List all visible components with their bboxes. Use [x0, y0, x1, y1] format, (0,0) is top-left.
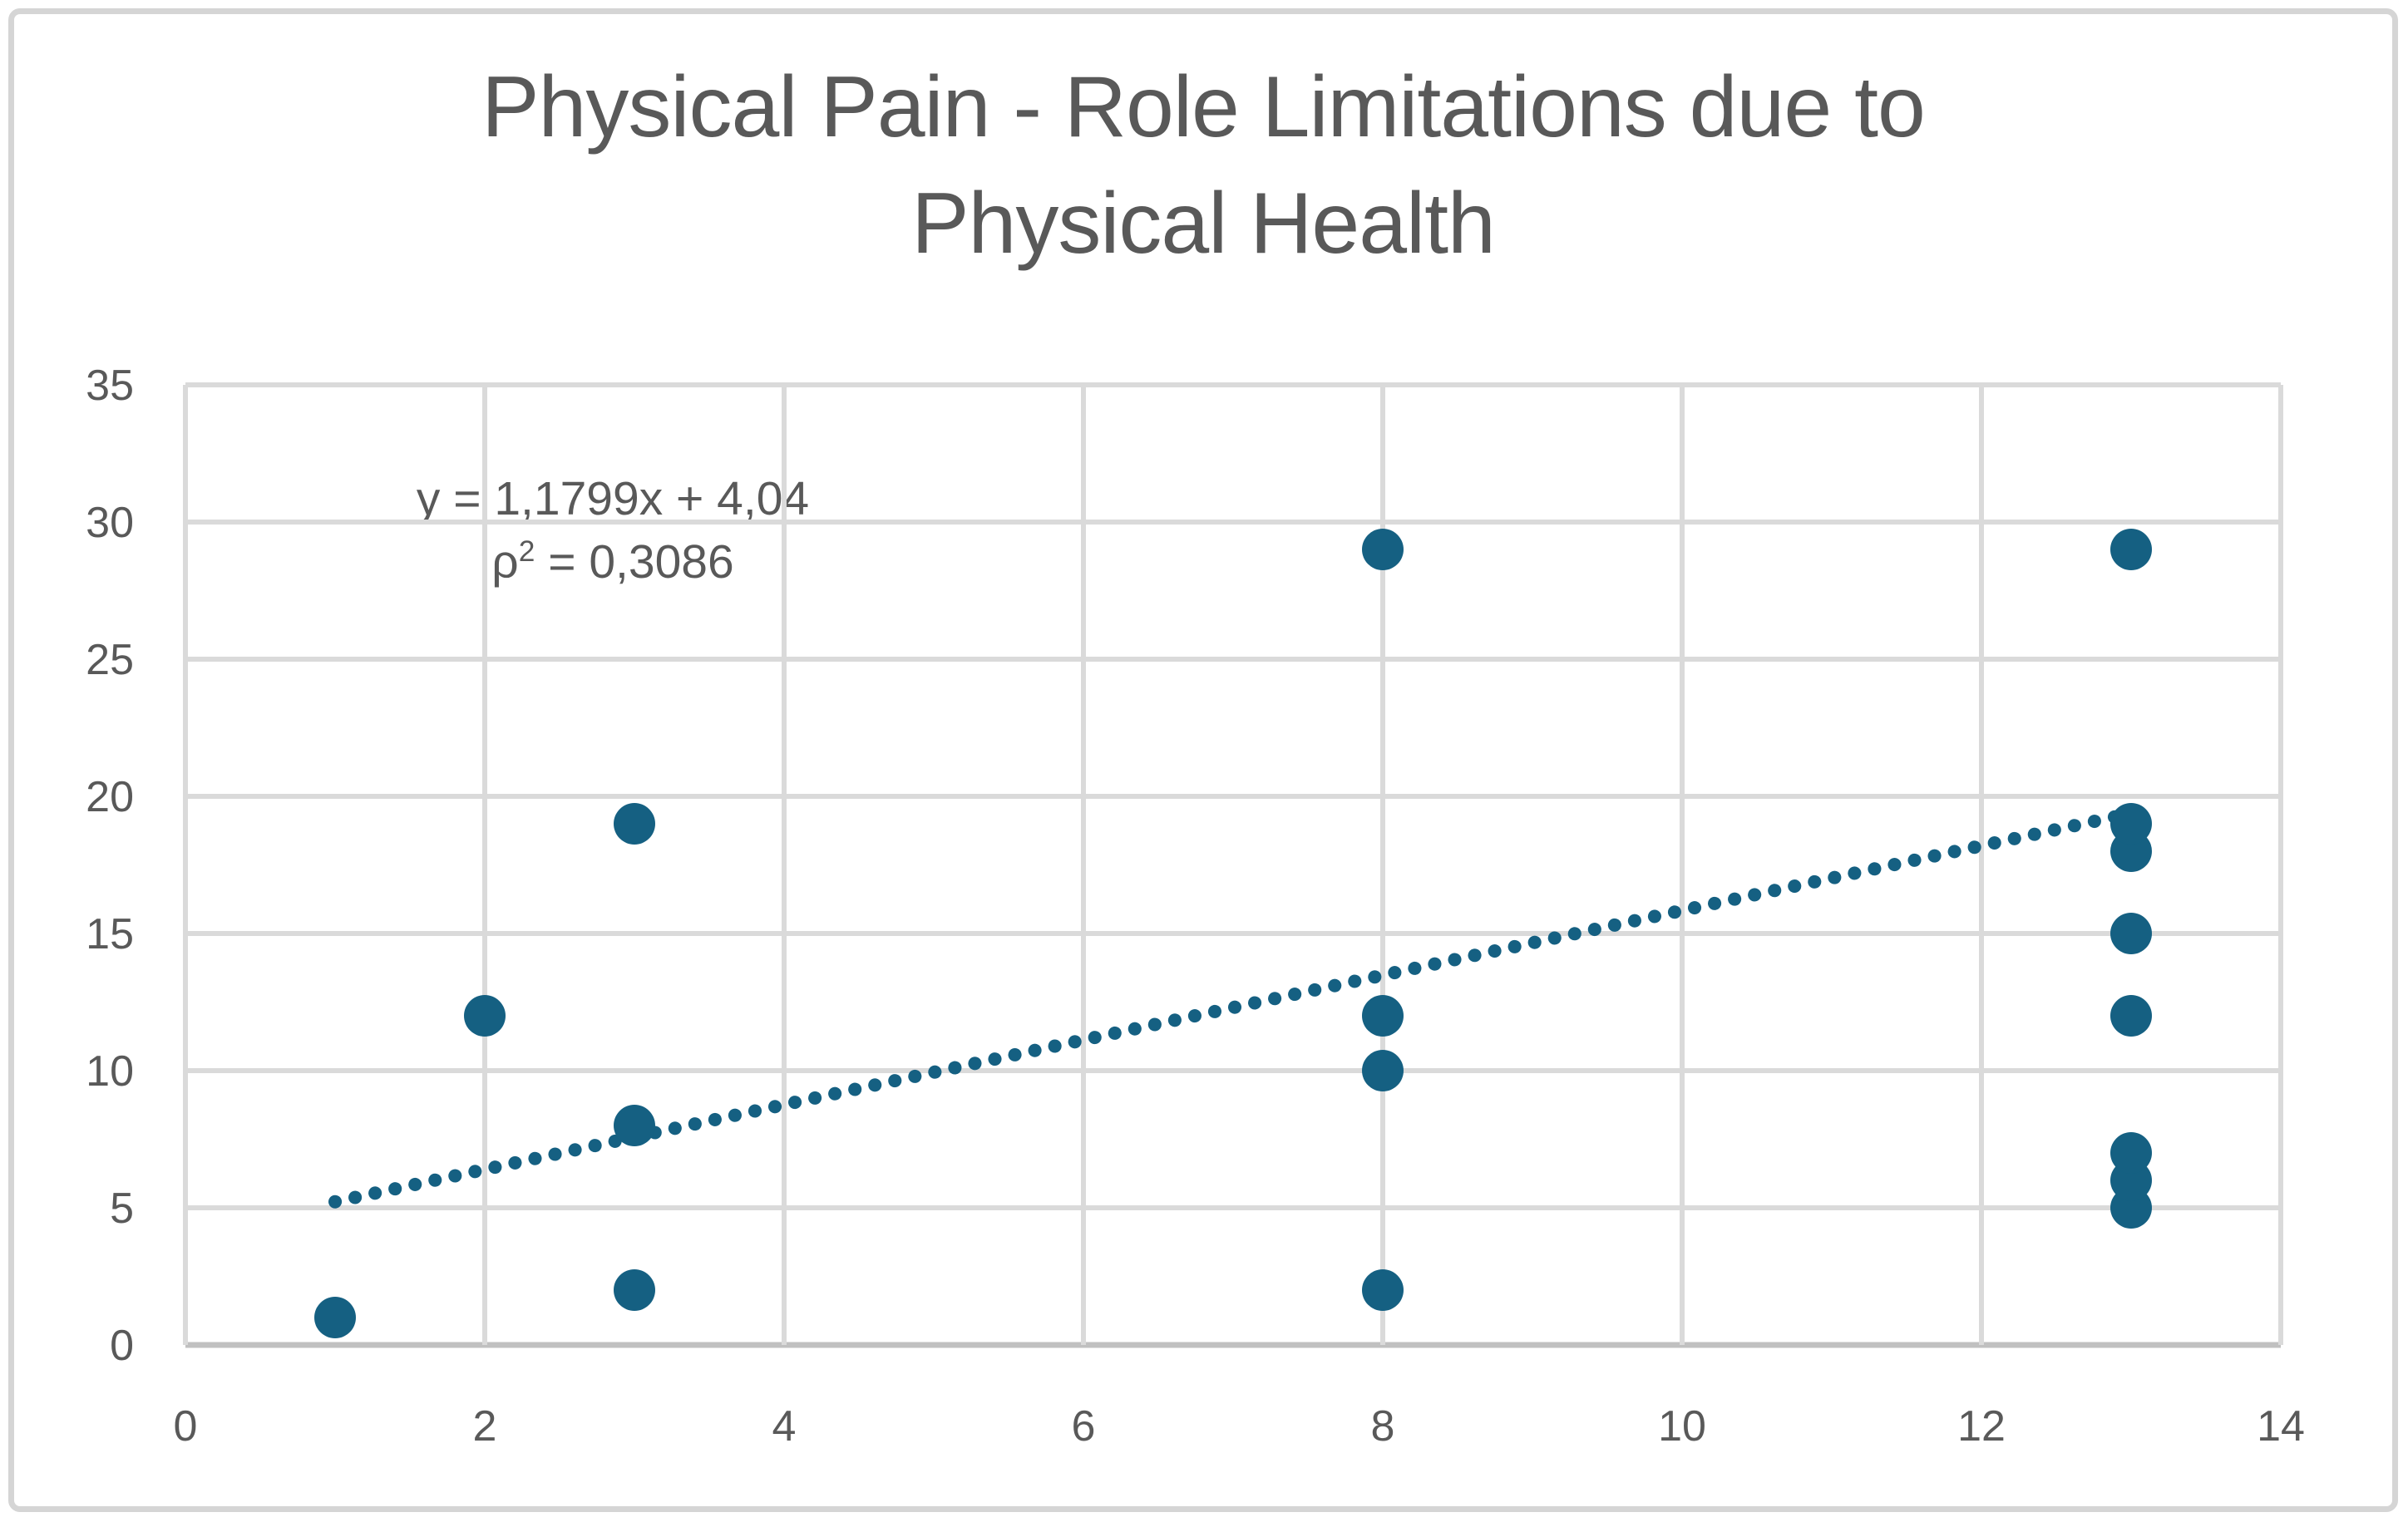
x-axis-tick-label: 6 [1072, 1402, 1096, 1451]
x-axis-tick-label: 8 [1371, 1402, 1395, 1451]
data-point[interactable] [2110, 803, 2152, 845]
data-point[interactable] [614, 1105, 655, 1146]
y-axis-tick-label: 35 [86, 362, 134, 410]
data-point[interactable] [314, 1297, 356, 1338]
trendline-equation: y = 1,1799x + 4,04 [416, 472, 810, 525]
chart-title[interactable]: Physical Pain - Role Limitations due to … [14, 49, 2392, 282]
data-point[interactable] [2110, 1132, 2152, 1174]
trendline-label[interactable]: y = 1,1799x + 4,04 ρ2 = 0,3086 [347, 467, 879, 594]
y-axis-tick-label: 0 [110, 1322, 134, 1370]
data-point[interactable] [1362, 995, 1404, 1037]
x-axis-tick-label: 14 [2257, 1402, 2305, 1451]
x-axis-tick-label: 0 [174, 1402, 198, 1451]
data-point[interactable] [2110, 529, 2152, 570]
data-point[interactable] [1362, 529, 1404, 570]
y-axis-tick-label: 30 [86, 499, 134, 547]
y-axis-tick-label: 25 [86, 636, 134, 684]
trendline-r-squared: ρ2 = 0,3086 [491, 535, 734, 589]
x-axis-tick-label: 2 [473, 1402, 497, 1451]
trendline[interactable] [328, 806, 2138, 1209]
data-point[interactable] [614, 803, 655, 845]
y-axis-tick-label: 5 [110, 1185, 134, 1233]
y-axis-tick-label: 10 [86, 1047, 134, 1096]
x-axis-tick-label: 10 [1658, 1402, 1706, 1451]
data-point[interactable] [1362, 1050, 1404, 1091]
data-point[interactable] [464, 995, 506, 1037]
chart-title-line-2: Physical Health [911, 175, 1496, 272]
y-axis-tick-label: 15 [86, 910, 134, 958]
data-point[interactable] [2110, 913, 2152, 954]
data-point[interactable] [614, 1269, 655, 1311]
data-point[interactable] [1362, 1269, 1404, 1311]
chart-title-line-1: Physical Pain - Role Limitations due to [481, 59, 1926, 155]
y-axis-tick-label: 20 [86, 773, 134, 821]
x-axis-tick-label: 4 [772, 1402, 797, 1451]
data-point[interactable] [2110, 995, 2152, 1037]
chart-area[interactable]: Physical Pain - Role Limitations due to … [8, 8, 2398, 1512]
x-axis-tick-label: 12 [1957, 1402, 2006, 1451]
